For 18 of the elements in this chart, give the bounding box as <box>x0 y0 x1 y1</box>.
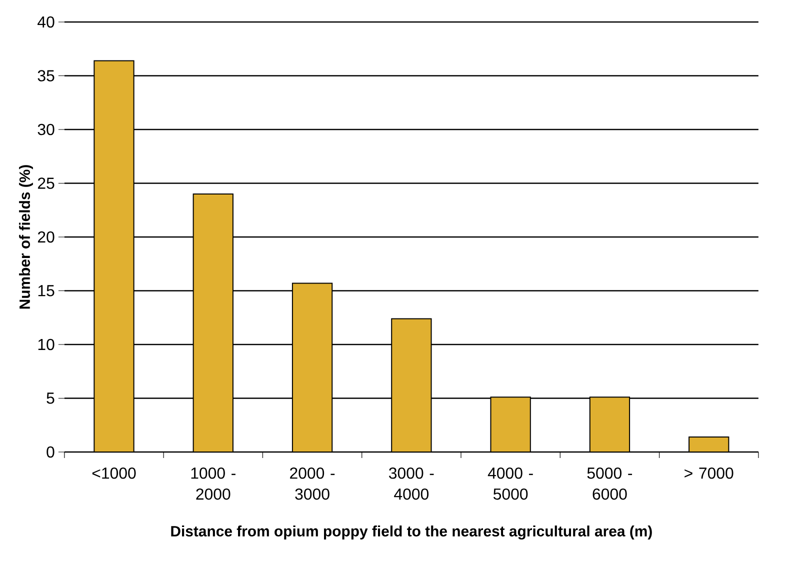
y-tick-label: 25 <box>38 178 54 189</box>
y-tick-label: 20 <box>38 231 54 243</box>
x-tick-label: 1000 - 2000 <box>191 468 236 500</box>
y-tick-label: 35 <box>38 70 54 82</box>
x-tick-label: 2000 - 3000 <box>290 468 335 500</box>
x-tick-label: 3000 - 4000 <box>388 468 434 500</box>
y-axis-title: Number of fields (%) <box>19 165 33 309</box>
x-tick-label: 4000 - 5000 <box>488 468 533 500</box>
y-tick-label: 30 <box>38 124 54 136</box>
y-tick-label: 15 <box>38 285 54 296</box>
y-tick-label: 10 <box>38 338 54 350</box>
y-tick-label: 40 <box>38 16 54 28</box>
y-tick-label: 0 <box>46 446 54 458</box>
x-tick-label: <1000 <box>92 468 136 479</box>
y-tick-label: 5 <box>46 392 54 404</box>
x-tick-label: 5000 - 6000 <box>587 468 632 500</box>
x-axis-title: Distance from opium poppy field to the nearest agricultural area (m) <box>171 526 652 540</box>
x-tick-label: > 7000 <box>684 468 734 479</box>
